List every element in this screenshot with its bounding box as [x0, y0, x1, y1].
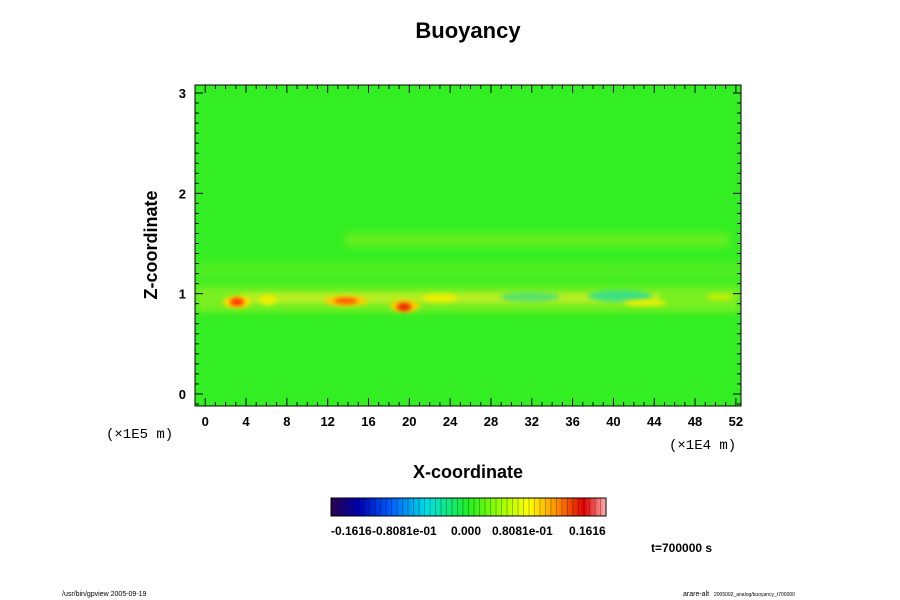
x-tick-label: 36	[565, 414, 579, 429]
y-tick-label: 0	[179, 387, 186, 402]
hotspot-6	[623, 300, 667, 306]
upper-band	[345, 233, 730, 247]
x-tick-label: 4	[242, 414, 250, 429]
hotspot-1-core	[230, 298, 244, 306]
middle-band	[195, 262, 741, 280]
y-unit-label: (×1E5 m)	[106, 427, 173, 443]
time-label: t=700000 s	[651, 541, 712, 555]
x-tick-label: 32	[525, 414, 539, 429]
x-tick-label: 44	[647, 414, 662, 429]
x-tick-label: 52	[729, 414, 743, 429]
negative-patch-2	[500, 292, 560, 302]
colorbar-label-max: 0.1616	[569, 524, 606, 538]
x-tick-label: 48	[688, 414, 702, 429]
x-tick-label: 8	[283, 414, 290, 429]
x-axis-label: X-coordinate	[413, 462, 523, 482]
buoyancy-field	[195, 233, 741, 312]
x-tick-label: 24	[443, 414, 458, 429]
x-axis: 0 4 8 12 16 20 24 28 32 36 40 44 48 52	[194, 85, 743, 429]
colorbar-ticks	[336, 498, 601, 516]
hotspot-4-core	[397, 303, 411, 311]
footer-right-detail: 2005092_analog/buoyancy_t700000	[714, 592, 795, 598]
colorbar-label-min: -0.1616	[331, 524, 372, 538]
x-tick-label: 40	[606, 414, 620, 429]
y-tick-label: 1	[179, 287, 186, 302]
hotspot-3-core	[334, 298, 358, 304]
colorbar-label-negmid: -0.8081e-01	[372, 524, 437, 538]
y-tick-label: 3	[179, 86, 186, 101]
hotspot-7	[706, 294, 734, 300]
y-tick-label: 2	[179, 186, 186, 201]
x-tick-label: 0	[202, 414, 209, 429]
negative-patch-1	[588, 290, 652, 302]
hotspot-5	[422, 294, 458, 302]
y-axis: 0 1 2 3	[179, 86, 741, 405]
colorbar-label-posmid: 0.8081e-01	[492, 524, 553, 538]
chart-title: Buoyancy	[415, 18, 521, 43]
y-axis-label: Z-coordinate	[141, 190, 161, 299]
hotspot-2	[259, 295, 277, 305]
x-tick-label: 28	[484, 414, 498, 429]
footer-left: /usr/bin/gpview 2005-09-19	[62, 591, 147, 598]
x-unit-label: (×1E4 m)	[669, 438, 736, 454]
colorbar-frame	[330, 497, 607, 517]
plot-frame	[194, 84, 742, 407]
footer-right: arare-alt	[683, 591, 709, 598]
x-tick-label: 12	[320, 414, 334, 429]
x-tick-label: 20	[402, 414, 416, 429]
colorbar-label-zero: 0.000	[451, 524, 481, 538]
x-tick-label: 16	[361, 414, 375, 429]
